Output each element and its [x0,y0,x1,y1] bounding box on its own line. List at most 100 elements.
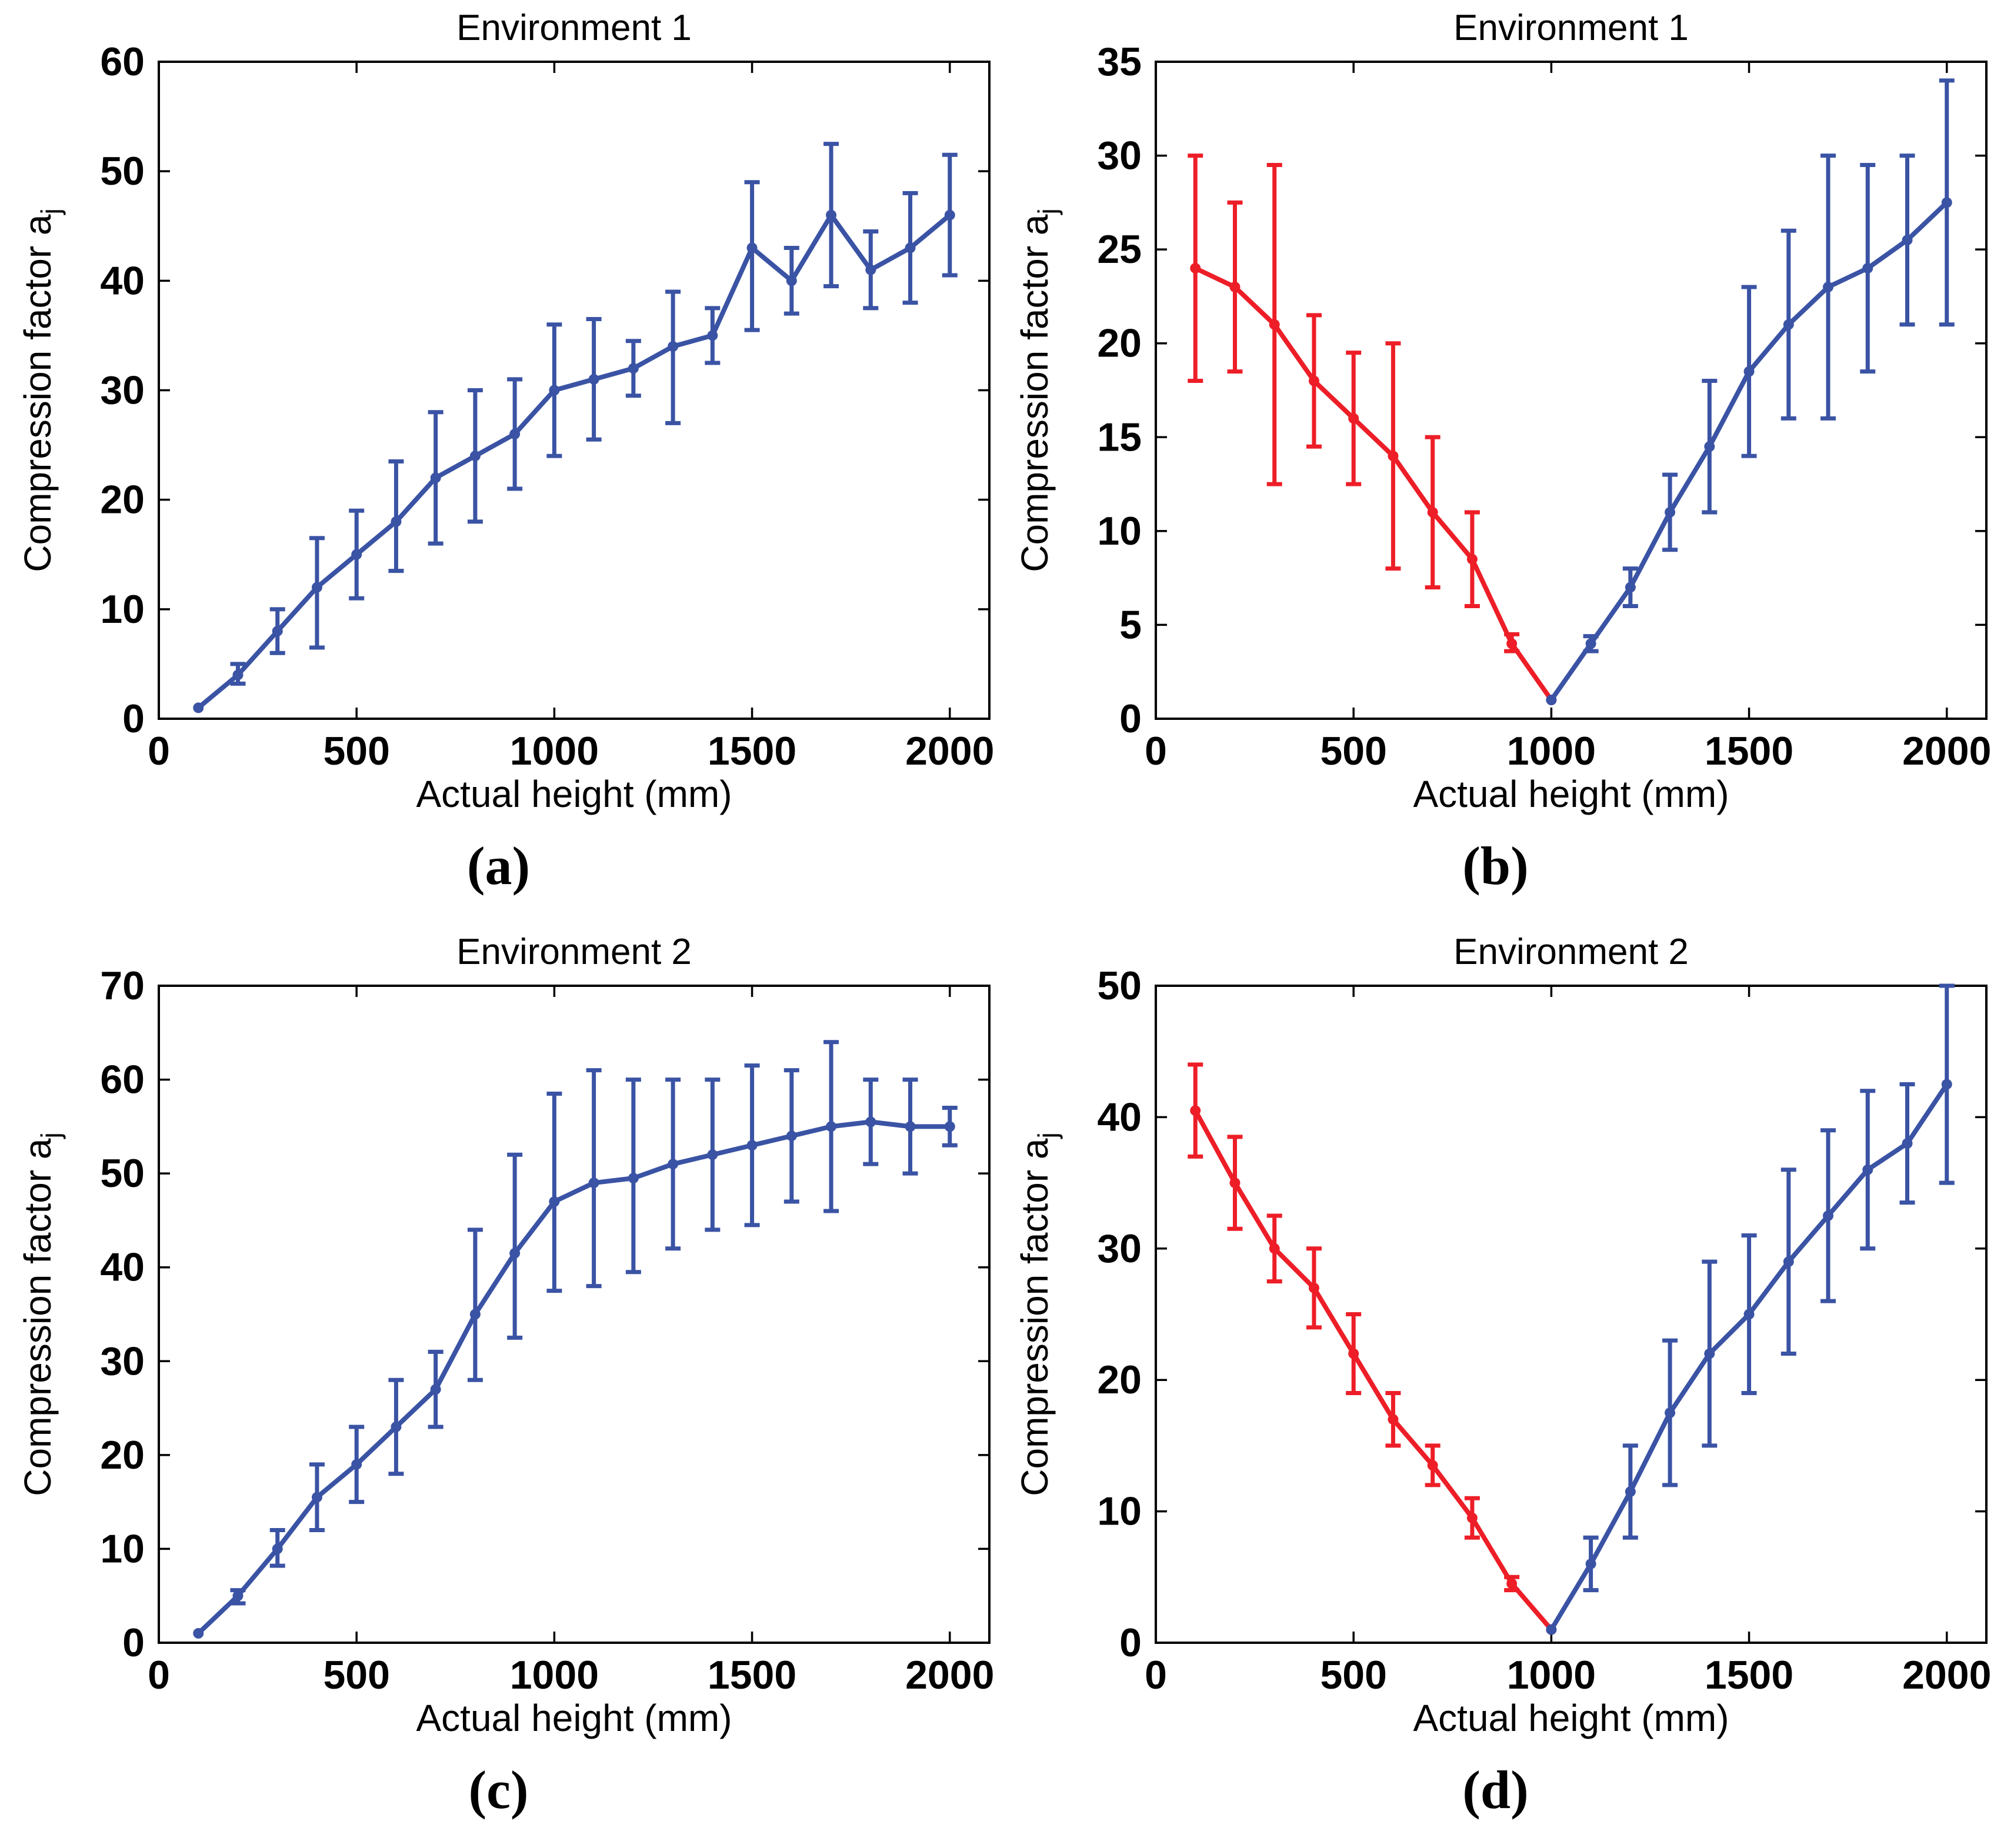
y-axis-label: Compression factor aj [1013,208,1063,572]
panel-d-caption: (d) [1462,1760,1529,1820]
panel-c-svg: Environment 2 0 500 1000 1500 2000 0 10 20 30 40 50… [16,932,994,1739]
series-line [1193,266,1554,703]
data-point-marker [469,1309,481,1320]
data-point-marker [1190,1105,1201,1116]
panel-b: Environment 1 0 500 1000 1500 2000 0 5 10 15 20 25 3… [997,0,1994,924]
data-point-marker [1308,1282,1319,1293]
data-point-marker [1862,1164,1873,1175]
y-tick-label: 20 [100,478,145,522]
data-point-marker [826,1121,837,1132]
data-point-marker [509,428,521,439]
data-point-marker [1902,1138,1913,1149]
data-point-marker [905,1121,916,1132]
data-point-marker [1427,506,1438,518]
y-tick-label: 10 [1097,509,1142,553]
data-point-marker [549,1196,560,1207]
data-point-marker [707,1149,718,1160]
data-point-marker [865,264,876,275]
data-point-marker [1229,281,1241,292]
series-environment-1-compression [193,142,958,713]
x-tick-label: 500 [1320,1653,1386,1697]
series-ascending-branch [1546,78,1955,706]
data-point-marker [1665,506,1676,518]
data-point-marker [430,472,441,483]
data-point-marker [549,385,560,396]
data-point-marker [1466,1512,1478,1523]
panel-d-svg: Environment 2 0 500 1000 1500 2000 0 10 20 30 40 50… [1013,932,1991,1739]
data-point-marker [944,1121,955,1132]
data-point-marker [1862,263,1873,274]
data-point-marker [588,373,599,385]
data-point-marker [1388,1414,1399,1425]
y-tick-label: 20 [1097,1357,1142,1402]
data-point-marker [469,451,481,462]
data-point-marker [1625,582,1636,593]
data-point-marker [1704,441,1715,452]
data-point-marker [1506,1578,1518,1589]
data-point-marker [1941,1079,1952,1090]
data-point-marker [1902,235,1913,246]
panel-a-svg: Environment 1 0 500 1000 1500 2000 0 10 20 30 40 50… [16,8,994,815]
x-tick-label: 2000 [905,1653,994,1697]
x-tick-label: 1000 [510,1653,599,1697]
data-point-marker [628,363,639,374]
y-tick-label: 50 [1097,963,1142,1008]
series-line [1193,1108,1554,1632]
data-point-marker [1743,366,1755,377]
data-point-marker [1585,638,1596,649]
y-tick-label: 50 [100,1151,145,1196]
x-tick-label: 1500 [1705,1653,1793,1697]
y-tick-label: 50 [100,149,145,194]
x-tick-label: 1500 [1705,729,1793,773]
data-point-marker [865,1116,876,1128]
panel-a-caption: (a) [466,836,531,896]
data-point-marker [1388,451,1399,462]
data-point-marker [311,582,322,593]
x-axis-label: Actual height (mm) [416,1697,732,1739]
data-point-marker [668,341,679,352]
data-point-marker [232,669,244,681]
data-point-marker [826,209,837,221]
data-point-marker [351,1459,362,1470]
x-axis-label: Actual height (mm) [1413,1697,1729,1739]
x-tick-label: 0 [148,1653,170,1697]
y-tick-label: 10 [100,587,145,632]
y-tick-label: 10 [1097,1489,1142,1534]
data-point-marker [232,1590,244,1602]
y-tick-label: 5 [1119,602,1142,647]
x-tick-label: 1500 [708,729,796,773]
data-point-marker [311,1492,322,1503]
data-point-marker [272,626,283,637]
data-point-marker [1941,197,1952,208]
x-tick-label: 2000 [1902,1653,1991,1697]
series-descending-branch [1188,154,1557,706]
x-tick-label: 1500 [708,1653,796,1697]
data-point-marker [272,1543,283,1555]
data-point-marker [1348,413,1359,424]
data-point-marker [786,275,797,286]
panel-a-chart: Environment 1 0 500 1000 1500 2000 0 10 20 30 40 50… [0,0,997,835]
data-point-marker [1546,1624,1557,1635]
data-point-marker [628,1173,639,1184]
data-point-marker [1625,1486,1636,1497]
y-tick-label: 20 [100,1433,145,1477]
axes: 0 500 1000 1500 2000 0 10 20 30 40 50 60 70 [100,963,994,1697]
axes: 0 500 1000 1500 2000 0 10 20 30 40 50 60 [100,39,994,773]
x-tick-label: 2000 [905,729,994,773]
data-point-marker [588,1177,599,1189]
chart-title: Environment 1 [1453,8,1689,48]
data-point-marker [193,702,204,713]
chart-title: Environment 2 [1453,932,1689,972]
y-tick-label: 30 [1097,134,1142,178]
y-tick-label: 40 [100,1245,145,1290]
x-tick-label: 500 [323,729,389,773]
data-point-marker [1269,1243,1280,1254]
data-point-marker [1704,1348,1715,1359]
data-point-marker [668,1159,679,1170]
data-point-marker [1665,1407,1676,1419]
y-tick-label: 60 [100,1058,145,1102]
data-point-marker [1506,638,1518,649]
panel-b-chart: Environment 1 0 500 1000 1500 2000 0 5 10 15 20 25 3… [997,0,1994,835]
x-axis-label: Actual height (mm) [416,773,732,815]
